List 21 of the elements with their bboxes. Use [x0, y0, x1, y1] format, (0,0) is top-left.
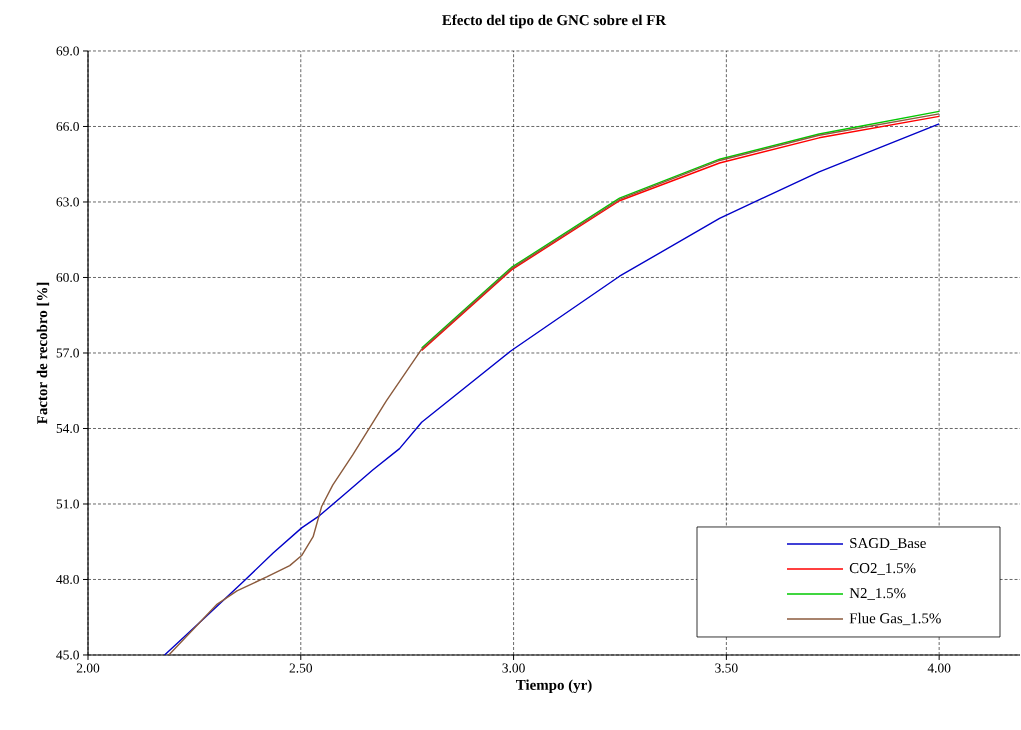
y-tick-label: 51.0: [56, 499, 79, 509]
y-tick-label: 54.0: [56, 423, 79, 434]
legend-label: Flue Gas_1.5%: [849, 612, 941, 626]
y-tick-label: 57.0: [56, 348, 79, 358]
x-axis-title: Tiempo (yr): [515, 679, 592, 694]
x-tick-label: 3.50: [715, 663, 738, 673]
legend-label: N2_1.5%: [849, 588, 906, 600]
y-tick-label: 60.0: [56, 272, 79, 283]
y-tick-label: 63.0: [56, 197, 79, 207]
chart-title: Efecto del tipo de GNC sobre el FR: [442, 14, 667, 29]
legend-label: SAGD_Base: [850, 538, 926, 550]
y-axis-title: Factor de recobro [%]: [36, 282, 50, 425]
x-tick-label: 2.00: [76, 663, 100, 673]
x-tick-label: 3.00: [502, 663, 525, 673]
y-tick-label: 48.0: [56, 574, 79, 585]
y-tick-label: 45.0: [56, 650, 79, 660]
x-tick-label: 2.50: [289, 663, 313, 673]
y-tick-label: 69.0: [56, 46, 79, 56]
legend-label: CO2_1.5%: [849, 563, 916, 575]
y-tick-label: 66.0: [56, 121, 79, 132]
x-tick-label: 4.00: [927, 663, 951, 673]
